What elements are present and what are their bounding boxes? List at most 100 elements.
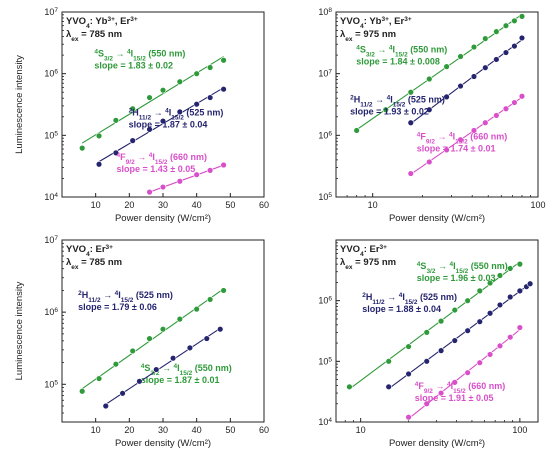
panel-top-right-series-green: 4S3/2 → 4I15/2 (550 nm)slope = 1.84 ± 0.… bbox=[353, 13, 526, 134]
panel-top-right-point-pink bbox=[502, 105, 510, 112]
panel-bottom-right-label-green: slope = 1.96 ± 0.03 bbox=[417, 273, 496, 283]
panel-top-right-point-navy bbox=[493, 56, 500, 63]
panel-top-left-point-green bbox=[176, 78, 184, 85]
panel-top-right-label-pink: slope = 1.74 ± 0.01 bbox=[417, 144, 496, 154]
panel-top-right-ytick-label: 107 bbox=[318, 68, 332, 79]
panel-top-left-xlabel: Power density (W/cm²) bbox=[115, 213, 211, 224]
panel-top-right-point-navy bbox=[457, 82, 464, 90]
panel-top-left-point-green bbox=[159, 86, 167, 94]
panel-top-right-point-green bbox=[443, 63, 450, 70]
panel-top-left-point-pink bbox=[206, 167, 214, 174]
panel-top-right-point-green bbox=[482, 35, 489, 42]
panel-top-right-xlabel: Power density (W/cm²) bbox=[389, 213, 485, 224]
panel-bottom-left-excitation: λex = 785 nm bbox=[66, 257, 122, 271]
panel-top-left-label-navy: 2H11/2 → 4I15/2 (525 nm) bbox=[129, 107, 224, 121]
panel-top-left-point-green bbox=[129, 105, 136, 112]
panel-top-right-series-pink: 4F9/2 → 4I15/2 (660 nm)slope = 1.74 ± 0.… bbox=[407, 93, 526, 177]
panel-top-left: 10 20 30 40 50 60 104 105 106 107 Power density (W… bbox=[14, 7, 269, 225]
panel-top-right-point-navy bbox=[426, 106, 433, 113]
panel-top-left-point-navy bbox=[176, 108, 184, 116]
panel-bottom-left-fit-line-green bbox=[81, 288, 224, 390]
panel-top-right-ytick-label: 105 bbox=[318, 192, 332, 203]
panel-bottom-right-label-pink: slope = 1.91 ± 0.05 bbox=[415, 393, 494, 403]
panel-top-right-series-navy: 2H11/2 → 4I15/2 (525 nm)slope = 1.93 ± 0… bbox=[350, 34, 526, 126]
panel-top-left-label-pink: slope = 1.43 ± 0.05 bbox=[117, 164, 196, 174]
panel-top-right-label-navy: 2H11/2 → 4I15/2 (525 nm) bbox=[350, 94, 445, 108]
panel-bottom-right: 10 100 104 105 106 Power density (W/cm²) YVO4:… bbox=[318, 239, 539, 449]
panel-bottom-left-label-navy: 2H11/2 → 4I15/2 (525 nm) bbox=[78, 290, 173, 304]
panel-top-right-point-navy bbox=[482, 64, 489, 71]
panel-top-right-excitation: λex = 975 nm bbox=[340, 29, 396, 43]
panel-top-right-ytick-label: 106 bbox=[318, 130, 332, 141]
panel-top-left-fit-line-green bbox=[81, 56, 224, 144]
panel-top-right-point-green bbox=[502, 22, 510, 29]
panel-bottom-left-point-navy bbox=[203, 335, 210, 342]
panel-bottom-left-point-green bbox=[193, 305, 200, 313]
panel-top-right-point-pink bbox=[426, 158, 433, 166]
panel-top-right-point-navy bbox=[443, 93, 450, 101]
panel-top-right-label-green: slope = 1.84 ± 0.008 bbox=[356, 57, 440, 67]
panel-bottom-left-xtick-label: 40 bbox=[192, 425, 202, 435]
panel-bottom-left-point-navy bbox=[169, 354, 177, 362]
panel-top-left-point-pink bbox=[176, 178, 184, 185]
panel-bottom-right-point-green bbox=[507, 265, 514, 272]
panel-bottom-right-point-green bbox=[496, 272, 504, 279]
panel-top-right-point-pink bbox=[470, 127, 478, 134]
panel-bottom-left-point-green bbox=[78, 388, 86, 395]
panel-bottom-left-point-navy bbox=[217, 326, 224, 333]
panel-top-left-xtick-label: 20 bbox=[124, 200, 134, 210]
panel-top-left-point-green bbox=[220, 57, 227, 64]
panel-bottom-right-series-navy: 2H11/2 → 4I15/2 (525 nm)slope = 1.88 ± 0… bbox=[362, 280, 534, 391]
panel-top-left-title: YVO4: Yb3+, Er3+ bbox=[66, 16, 138, 30]
panel-bottom-left-xtick-label: 50 bbox=[225, 425, 235, 435]
panel-bottom-left-point-green bbox=[112, 360, 120, 368]
panel-top-left-point-navy bbox=[95, 161, 103, 168]
panel-bottom-left-point-navy bbox=[186, 344, 194, 352]
panel-top-left-excitation: λex = 785 nm bbox=[66, 29, 122, 43]
panel-bottom-left-xtick-label: 60 bbox=[259, 425, 269, 435]
panel-top-left-ytick-label: 105 bbox=[44, 130, 58, 141]
panel-top-left-point-green bbox=[206, 64, 214, 71]
panel-bottom-right-point-pink bbox=[405, 413, 412, 421]
panel-bottom-right-series-pink: 4F9/2 → 4I15/2 (660 nm)slope = 1.91 ± 0.… bbox=[405, 324, 524, 421]
panel-bottom-right-point-green bbox=[423, 329, 430, 336]
panel-bottom-left-label-green: 4S3/2 → 4I15/2 (550 nm) bbox=[141, 363, 232, 377]
panel-bottom-right-ytick-label: 106 bbox=[318, 295, 332, 306]
panel-top-left-point-pink bbox=[146, 188, 153, 196]
panel-top-left-fit-line-navy bbox=[98, 87, 224, 163]
panel-bottom-left-xtick-label: 30 bbox=[158, 425, 168, 435]
panel-bottom-left-title: YVO4: Er3+ bbox=[66, 244, 113, 258]
panel-top-left-point-navy bbox=[129, 137, 136, 144]
panel-top-right-xtick-label: 10 bbox=[368, 200, 378, 210]
panel-top-left-point-pink bbox=[193, 171, 200, 178]
panel-top-right-point-green bbox=[470, 43, 478, 51]
panel-bottom-right-xlabel: Power density (W/cm²) bbox=[389, 438, 485, 449]
panel-bottom-left-point-navy bbox=[102, 402, 109, 410]
panel-bottom-left-ylabel: Luminescence intensity bbox=[14, 281, 25, 380]
panel-bottom-right-point-pink bbox=[437, 389, 445, 397]
panel-top-left-point-navy bbox=[112, 149, 120, 157]
panel-bottom-right-point-navy bbox=[486, 310, 494, 317]
panel-bottom-left-xlabel: Power density (W/cm²) bbox=[115, 438, 211, 449]
panel-top-left-series-green: 4S3/2 → 4I15/2 (550 nm)slope = 1.83 ± 0.… bbox=[78, 48, 227, 152]
panel-bottom-right-point-green bbox=[516, 260, 524, 268]
panel-bottom-right-point-navy bbox=[451, 337, 458, 344]
panel-bottom-left-label-green: slope = 1.87 ± 0.01 bbox=[141, 375, 220, 385]
panel-top-left-series-navy: 2H11/2 → 4I15/2 (525 nm)slope = 1.87 ± 0… bbox=[95, 85, 227, 168]
panel-top-right-label-pink: 4F9/2 → 4I15/2 (660 nm) bbox=[417, 131, 508, 145]
panel-bottom-right-point-navy bbox=[437, 347, 445, 354]
panel-bottom-left-point-green bbox=[146, 335, 153, 342]
panel-top-left-point-navy bbox=[220, 85, 227, 93]
panel-top-left-xtick-label: 50 bbox=[225, 200, 235, 210]
panel-top-left-label-green: 4S3/2 → 4I15/2 (550 nm) bbox=[94, 48, 185, 62]
panel-bottom-left: 10 20 30 40 50 60 105 106 107 Power density (W/cm… bbox=[14, 235, 269, 450]
panel-top-left-xtick-label: 10 bbox=[91, 200, 101, 210]
panel-bottom-right-point-navy bbox=[423, 358, 430, 365]
panel-top-right-point-pink bbox=[443, 146, 450, 154]
panel-bottom-left-label-navy: slope = 1.79 ± 0.06 bbox=[78, 302, 157, 312]
panel-bottom-right-point-green bbox=[451, 306, 458, 314]
panel-bottom-left-point-green bbox=[129, 347, 136, 355]
panel-bottom-right-xtick-label: 10 bbox=[356, 425, 366, 435]
panel-top-left-point-navy bbox=[146, 126, 153, 133]
